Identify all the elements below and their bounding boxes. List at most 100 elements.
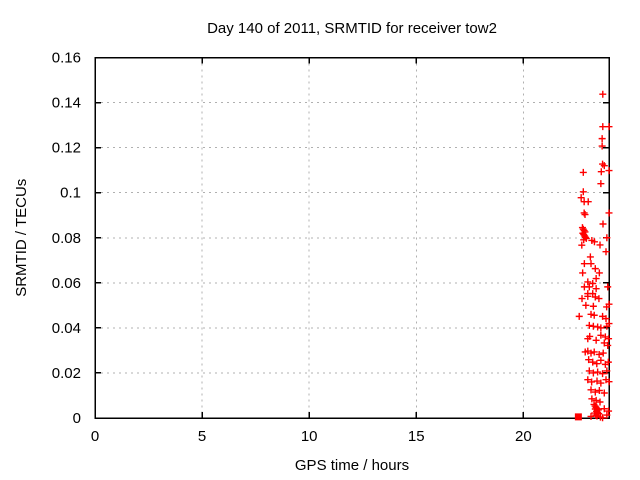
data-point-plus [591, 293, 599, 301]
data-point-plus [580, 236, 588, 244]
y-axis-label: SRMTID / TECUs [13, 179, 30, 297]
data-point-plus [593, 360, 601, 368]
grid-lines [95, 57, 609, 418]
data-point-plus [599, 90, 607, 98]
data-point-plus [603, 234, 611, 242]
data-point-plus [605, 378, 613, 386]
data-point-plus [605, 335, 613, 343]
data-point-plus [577, 194, 585, 202]
data-point-plus [579, 269, 587, 277]
data-point-plus [587, 349, 595, 357]
data-point-plus [597, 379, 605, 387]
y-tick-label: 0.14 [52, 95, 81, 112]
y-tick-label: 0.04 [52, 320, 81, 337]
data-points [574, 90, 613, 422]
data-point-plus [599, 160, 607, 168]
data-point-plus [599, 349, 607, 357]
axis-tick-marks [94, 56, 609, 419]
data-point-plus [580, 260, 588, 268]
data-point-plus [589, 369, 597, 377]
y-tick-label: 0.1 [60, 185, 81, 202]
data-point-plus [597, 331, 605, 339]
data-point-plus [590, 238, 598, 246]
data-point-plus [595, 295, 603, 303]
x-tick-label: 10 [301, 428, 318, 445]
data-point-plus [591, 265, 599, 273]
data-point-plus [605, 167, 613, 175]
data-point-plus [605, 300, 613, 308]
chart-title: Day 140 of 2011, SRMTID for receiver tow… [207, 20, 497, 37]
y-tick-label: 0.02 [52, 365, 81, 382]
data-point-plus [582, 301, 590, 309]
data-point-plus [584, 278, 592, 286]
data-point-plus [605, 407, 613, 415]
data-point-plus [585, 356, 593, 364]
data-point-plus [598, 142, 606, 150]
data-point-plus [602, 248, 610, 256]
data-point-plus [585, 283, 593, 291]
data-point-plus [584, 335, 592, 343]
data-point-plus [585, 321, 593, 329]
data-point-plus [595, 387, 603, 395]
data-point-plus [590, 348, 598, 356]
data-point-plus [588, 378, 596, 386]
data-point-plus [599, 414, 607, 422]
data-point-plus [593, 377, 601, 385]
data-point-plus [605, 123, 613, 131]
x-axis-label: GPS time / hours [295, 457, 409, 474]
data-point-plus [599, 370, 607, 378]
data-point-plus [597, 168, 605, 176]
data-point-plus [587, 310, 595, 318]
data-point-plus [589, 358, 597, 366]
data-point-plus [596, 398, 604, 406]
data-point-plus [589, 302, 597, 310]
x-tick-label: 5 [198, 428, 206, 445]
data-point-plus [597, 324, 605, 332]
data-point-plus [597, 180, 605, 188]
data-point-plus [596, 241, 604, 249]
y-tick-label: 0.12 [52, 140, 81, 157]
data-point-plus [579, 168, 587, 176]
data-point-plus [595, 350, 603, 358]
y-tick-label: 0.06 [52, 275, 81, 292]
data-point-plus [587, 386, 595, 394]
data-point-plus [592, 275, 600, 283]
data-point-plus [594, 323, 602, 331]
data-point-plus [578, 241, 586, 249]
data-point-plus [575, 312, 583, 320]
data-point-plus [603, 367, 611, 375]
data-point-plus [592, 396, 600, 404]
x-tick-label: 20 [515, 428, 532, 445]
data-point-plus [599, 220, 607, 228]
data-point-plus [584, 198, 592, 206]
y-tick-label: 0.08 [52, 230, 81, 247]
x-tick-label: 15 [408, 428, 425, 445]
data-point-plus [591, 405, 599, 413]
data-point-plus [604, 283, 612, 291]
data-point-plus [587, 412, 595, 420]
data-point-plus [591, 388, 599, 396]
data-point-plus [605, 209, 613, 217]
data-point-plus [598, 135, 606, 143]
data-point-plus [588, 395, 596, 403]
data-point-plus [584, 292, 592, 300]
data-point-plus [594, 368, 602, 376]
data-point-plus [603, 411, 611, 419]
data-point-plus [602, 315, 610, 323]
data-point-plus [580, 209, 588, 217]
plot-border [94, 56, 610, 419]
axis-tick-labels: 0 5 10 15 20 0 0.02 0.04 0.06 0.08 0.1 0.12 0.14 0.16 [52, 50, 532, 446]
data-point-plus [599, 123, 607, 131]
data-point-plus [586, 253, 594, 261]
data-point-plus [579, 188, 587, 196]
data-point-plus [605, 320, 613, 328]
data-point-plus [578, 295, 586, 303]
data-point-plus [600, 389, 608, 397]
data-point-plus [597, 356, 605, 364]
data-point-plus [592, 285, 600, 293]
data-point-plus [600, 162, 608, 170]
x-tick-label: 0 [91, 428, 99, 445]
data-point-plus [584, 376, 592, 384]
